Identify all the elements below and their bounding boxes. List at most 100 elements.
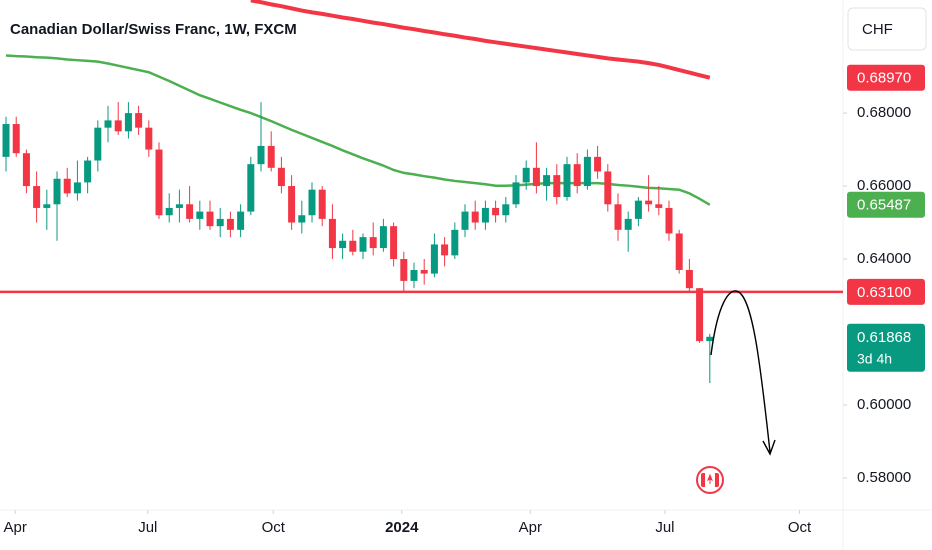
candle-body	[206, 211, 214, 227]
candle-body	[43, 204, 51, 208]
candle-body	[196, 211, 204, 219]
x-tick-label: Apr	[4, 519, 27, 536]
y-tick-label: 0.68000	[857, 104, 911, 121]
candle-body	[33, 186, 41, 208]
price-label-box	[847, 323, 925, 372]
chart-title: Canadian Dollar/Swiss Franc, 1W, FXCM	[10, 21, 297, 38]
candle-body	[410, 269, 418, 281]
candle-body	[430, 244, 438, 274]
candle-body	[492, 207, 500, 216]
candle-body	[104, 120, 112, 128]
candle-body	[543, 175, 551, 187]
candle-body	[532, 167, 540, 187]
candle-body	[512, 182, 520, 205]
candle-body	[655, 204, 663, 208]
candle-body	[226, 218, 234, 230]
maple-leaf	[707, 473, 713, 484]
price-label: 0.61868	[857, 329, 911, 346]
candle-body	[124, 113, 132, 132]
candle-body	[481, 207, 489, 223]
candle-body	[94, 127, 102, 161]
candle-body	[63, 178, 71, 194]
candle-body	[696, 288, 704, 342]
x-tick-label: Oct	[262, 519, 286, 536]
candle-body	[288, 186, 296, 223]
candle-body	[318, 189, 326, 219]
price-label-box	[847, 64, 925, 91]
countdown-label: 3d 4h	[857, 350, 892, 366]
candle-body	[84, 160, 92, 183]
price-label-box	[847, 278, 925, 305]
candle-body	[247, 164, 255, 212]
candle-body	[420, 269, 428, 274]
candle-body	[675, 233, 683, 270]
candle-body	[573, 164, 581, 187]
candle-body	[339, 240, 347, 249]
y-tick-label: 0.64000	[857, 250, 911, 267]
candle-body	[216, 218, 224, 227]
candle-body	[502, 204, 510, 216]
candle-body	[379, 226, 387, 249]
plot-area	[0, 0, 843, 384]
candle-body	[298, 215, 306, 223]
candle-body	[583, 156, 591, 187]
candle-body	[645, 200, 653, 205]
y-tick-label: 0.66000	[857, 177, 911, 194]
candle-body	[257, 145, 265, 165]
candle-body	[22, 153, 30, 187]
candle-body	[614, 204, 622, 230]
candle-body	[328, 218, 336, 249]
candle-body	[53, 178, 61, 205]
arrow-head	[762, 439, 776, 456]
candle-body	[12, 124, 20, 154]
x-tick-label: Oct	[788, 519, 812, 536]
candle-body	[594, 156, 602, 172]
candle-body	[237, 211, 245, 230]
x-tick-label: 2024	[385, 519, 419, 536]
candle-body	[634, 200, 642, 219]
candle-body	[471, 211, 479, 223]
candle-body	[604, 171, 612, 205]
candle-body	[155, 149, 163, 216]
candle-body	[553, 175, 561, 197]
candle-body	[277, 167, 285, 187]
x-tick-label: Jul	[138, 519, 157, 536]
flag-icon[interactable]	[696, 466, 724, 494]
y-tick-label: 0.58000	[857, 469, 911, 486]
candle-body	[186, 204, 194, 219]
candle-body	[114, 120, 122, 132]
candle-body	[400, 259, 408, 281]
moving-average	[5, 54, 711, 206]
candle-body	[451, 229, 459, 256]
price-label: 0.65487	[857, 197, 911, 214]
candle-body	[461, 211, 469, 230]
candle-body	[624, 218, 632, 230]
candle-body	[563, 164, 571, 197]
candle-body	[441, 244, 449, 256]
candle-body	[349, 240, 357, 252]
candle-body	[135, 113, 143, 128]
candle-body	[706, 336, 714, 342]
candle-body	[175, 204, 183, 208]
y-tick-label: 0.60000	[857, 396, 911, 413]
candle-body	[359, 237, 367, 252]
price-label: 0.68970	[857, 70, 911, 87]
moving-average	[250, 0, 711, 80]
currency-box[interactable]	[847, 7, 927, 51]
x-tick-label: Apr	[519, 519, 542, 536]
candle-body	[665, 207, 673, 234]
price-label: 0.63100	[857, 284, 911, 301]
candle-body	[369, 237, 377, 249]
candle-body	[145, 127, 153, 150]
price-label-box	[847, 191, 925, 218]
candle-body	[2, 124, 10, 157]
candle-body	[73, 182, 81, 194]
currency-label: CHF	[862, 21, 893, 38]
candle-body	[390, 226, 398, 260]
projection-arrow	[710, 290, 771, 453]
x-tick-label: Jul	[655, 519, 674, 536]
candle-body	[308, 189, 316, 216]
candle-body	[685, 269, 693, 289]
